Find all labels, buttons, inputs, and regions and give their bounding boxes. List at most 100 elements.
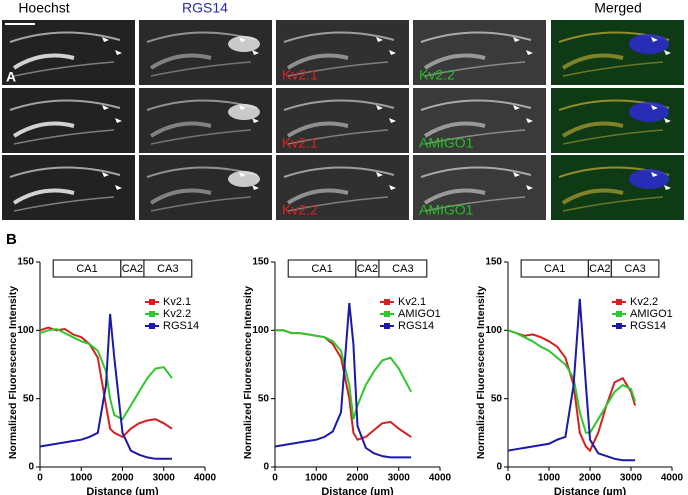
x-tick-label: 3000 <box>388 473 411 484</box>
y-tick-label: 150 <box>485 257 502 268</box>
panel-label: B <box>6 231 17 248</box>
x-tick-label: 1000 <box>538 473 561 484</box>
arrowhead <box>102 37 109 42</box>
dentate-gyrus <box>149 121 212 138</box>
y-axis-label: Normalized Fluorescence Intensity <box>242 286 254 459</box>
arrowhead <box>513 105 520 110</box>
arrowhead <box>239 37 246 42</box>
channel-label: AMIGO1 <box>419 202 474 218</box>
hippocampus-layer <box>9 99 121 111</box>
dentate-gyrus <box>12 53 75 70</box>
x-tick-label: 4000 <box>661 473 684 484</box>
region-box <box>143 259 193 278</box>
micrograph <box>139 88 272 153</box>
series-line <box>39 326 173 439</box>
series-line <box>507 329 637 453</box>
dentate-gyrus <box>12 121 75 138</box>
hippocampus-layer <box>420 99 532 111</box>
legend-marker <box>616 323 622 329</box>
x-tick-label: 2000 <box>111 473 134 484</box>
legend-label: Kv2.2 <box>163 308 191 320</box>
stratum <box>287 129 389 145</box>
region-label: CA1 <box>76 263 97 275</box>
dentate-gyrus <box>286 188 349 205</box>
stratum <box>150 61 252 77</box>
stratum <box>287 196 389 212</box>
region-box <box>610 259 660 278</box>
column-header: Hoechst <box>18 0 69 16</box>
series-line <box>274 302 412 459</box>
arrowhead <box>664 50 671 55</box>
y-tick-label: 0 <box>28 462 34 473</box>
region-label: CA2 <box>357 263 378 275</box>
micrograph <box>139 155 272 220</box>
stratum <box>13 196 115 212</box>
y-tick-label: 100 <box>252 325 269 336</box>
stratum <box>562 196 664 212</box>
micrograph <box>139 20 272 85</box>
region-label: CA2 <box>122 263 143 275</box>
arrowhead <box>513 172 520 177</box>
panel-label: A <box>6 69 16 85</box>
dentate-gyrus <box>286 121 349 138</box>
stratum <box>150 129 252 145</box>
ca2-signal <box>228 104 260 120</box>
legend-label: RGS14 <box>630 320 666 332</box>
arrowhead <box>376 172 383 177</box>
x-tick-label: 4000 <box>194 473 217 484</box>
legend-marker <box>616 311 622 317</box>
micrograph <box>2 88 135 153</box>
x-tick-label: 2000 <box>346 473 369 484</box>
channel-label: Kv2.2 <box>282 202 318 218</box>
arrowhead <box>526 185 533 190</box>
dentate-gyrus <box>423 121 486 138</box>
arrowhead <box>389 118 396 123</box>
x-axis-label: Distance (µm) <box>554 486 627 495</box>
arrowhead <box>389 50 396 55</box>
arrowhead <box>102 172 109 177</box>
legend-label: RGS14 <box>163 320 199 332</box>
region-label: CA3 <box>392 263 413 275</box>
y-tick-label: 0 <box>263 462 269 473</box>
stratum <box>424 61 526 77</box>
micrograph <box>2 20 135 85</box>
dentate-gyrus <box>286 53 349 70</box>
arrowhead <box>651 105 658 110</box>
channel-label: Kv2.2 <box>419 67 455 83</box>
x-tick-label: 3000 <box>620 473 643 484</box>
stratum <box>13 129 115 145</box>
arrowhead <box>376 105 383 110</box>
legend-marker <box>149 311 155 317</box>
hippocampus-layer <box>420 166 532 178</box>
legend-label: Kv2.1 <box>398 296 426 308</box>
region-label: CA3 <box>624 263 645 275</box>
y-axis-label: Normalized Fluorescence Intensity <box>7 286 19 459</box>
y-axis-label: Normalized Fluorescence Intensity <box>475 286 487 459</box>
x-tick-label: 0 <box>272 473 278 484</box>
dentate-gyrus <box>561 121 624 138</box>
x-tick-label: 3000 <box>153 473 176 484</box>
x-tick-label: 0 <box>505 473 511 484</box>
arrowhead <box>252 118 259 123</box>
micrograph <box>551 20 684 85</box>
stratum <box>562 61 664 77</box>
stratum <box>287 61 389 77</box>
ca2-signal <box>629 34 669 54</box>
y-tick-label: 100 <box>485 325 502 336</box>
stratum <box>424 196 526 212</box>
legend-label: Kv2.1 <box>163 296 191 308</box>
x-axis-label: Distance (µm) <box>321 486 394 495</box>
micrograph <box>551 155 684 220</box>
y-tick-label: 150 <box>252 257 269 268</box>
hippocampus-layer <box>9 31 121 43</box>
series-line <box>507 298 636 462</box>
channel-label: Kv2.1 <box>282 135 318 151</box>
y-tick-label: 100 <box>17 325 34 336</box>
micrograph <box>2 155 135 220</box>
arrowhead <box>252 185 259 190</box>
x-tick-label: 0 <box>37 473 43 484</box>
arrowhead <box>664 185 671 190</box>
region-box <box>378 259 428 278</box>
region-label: CA2 <box>589 263 610 275</box>
